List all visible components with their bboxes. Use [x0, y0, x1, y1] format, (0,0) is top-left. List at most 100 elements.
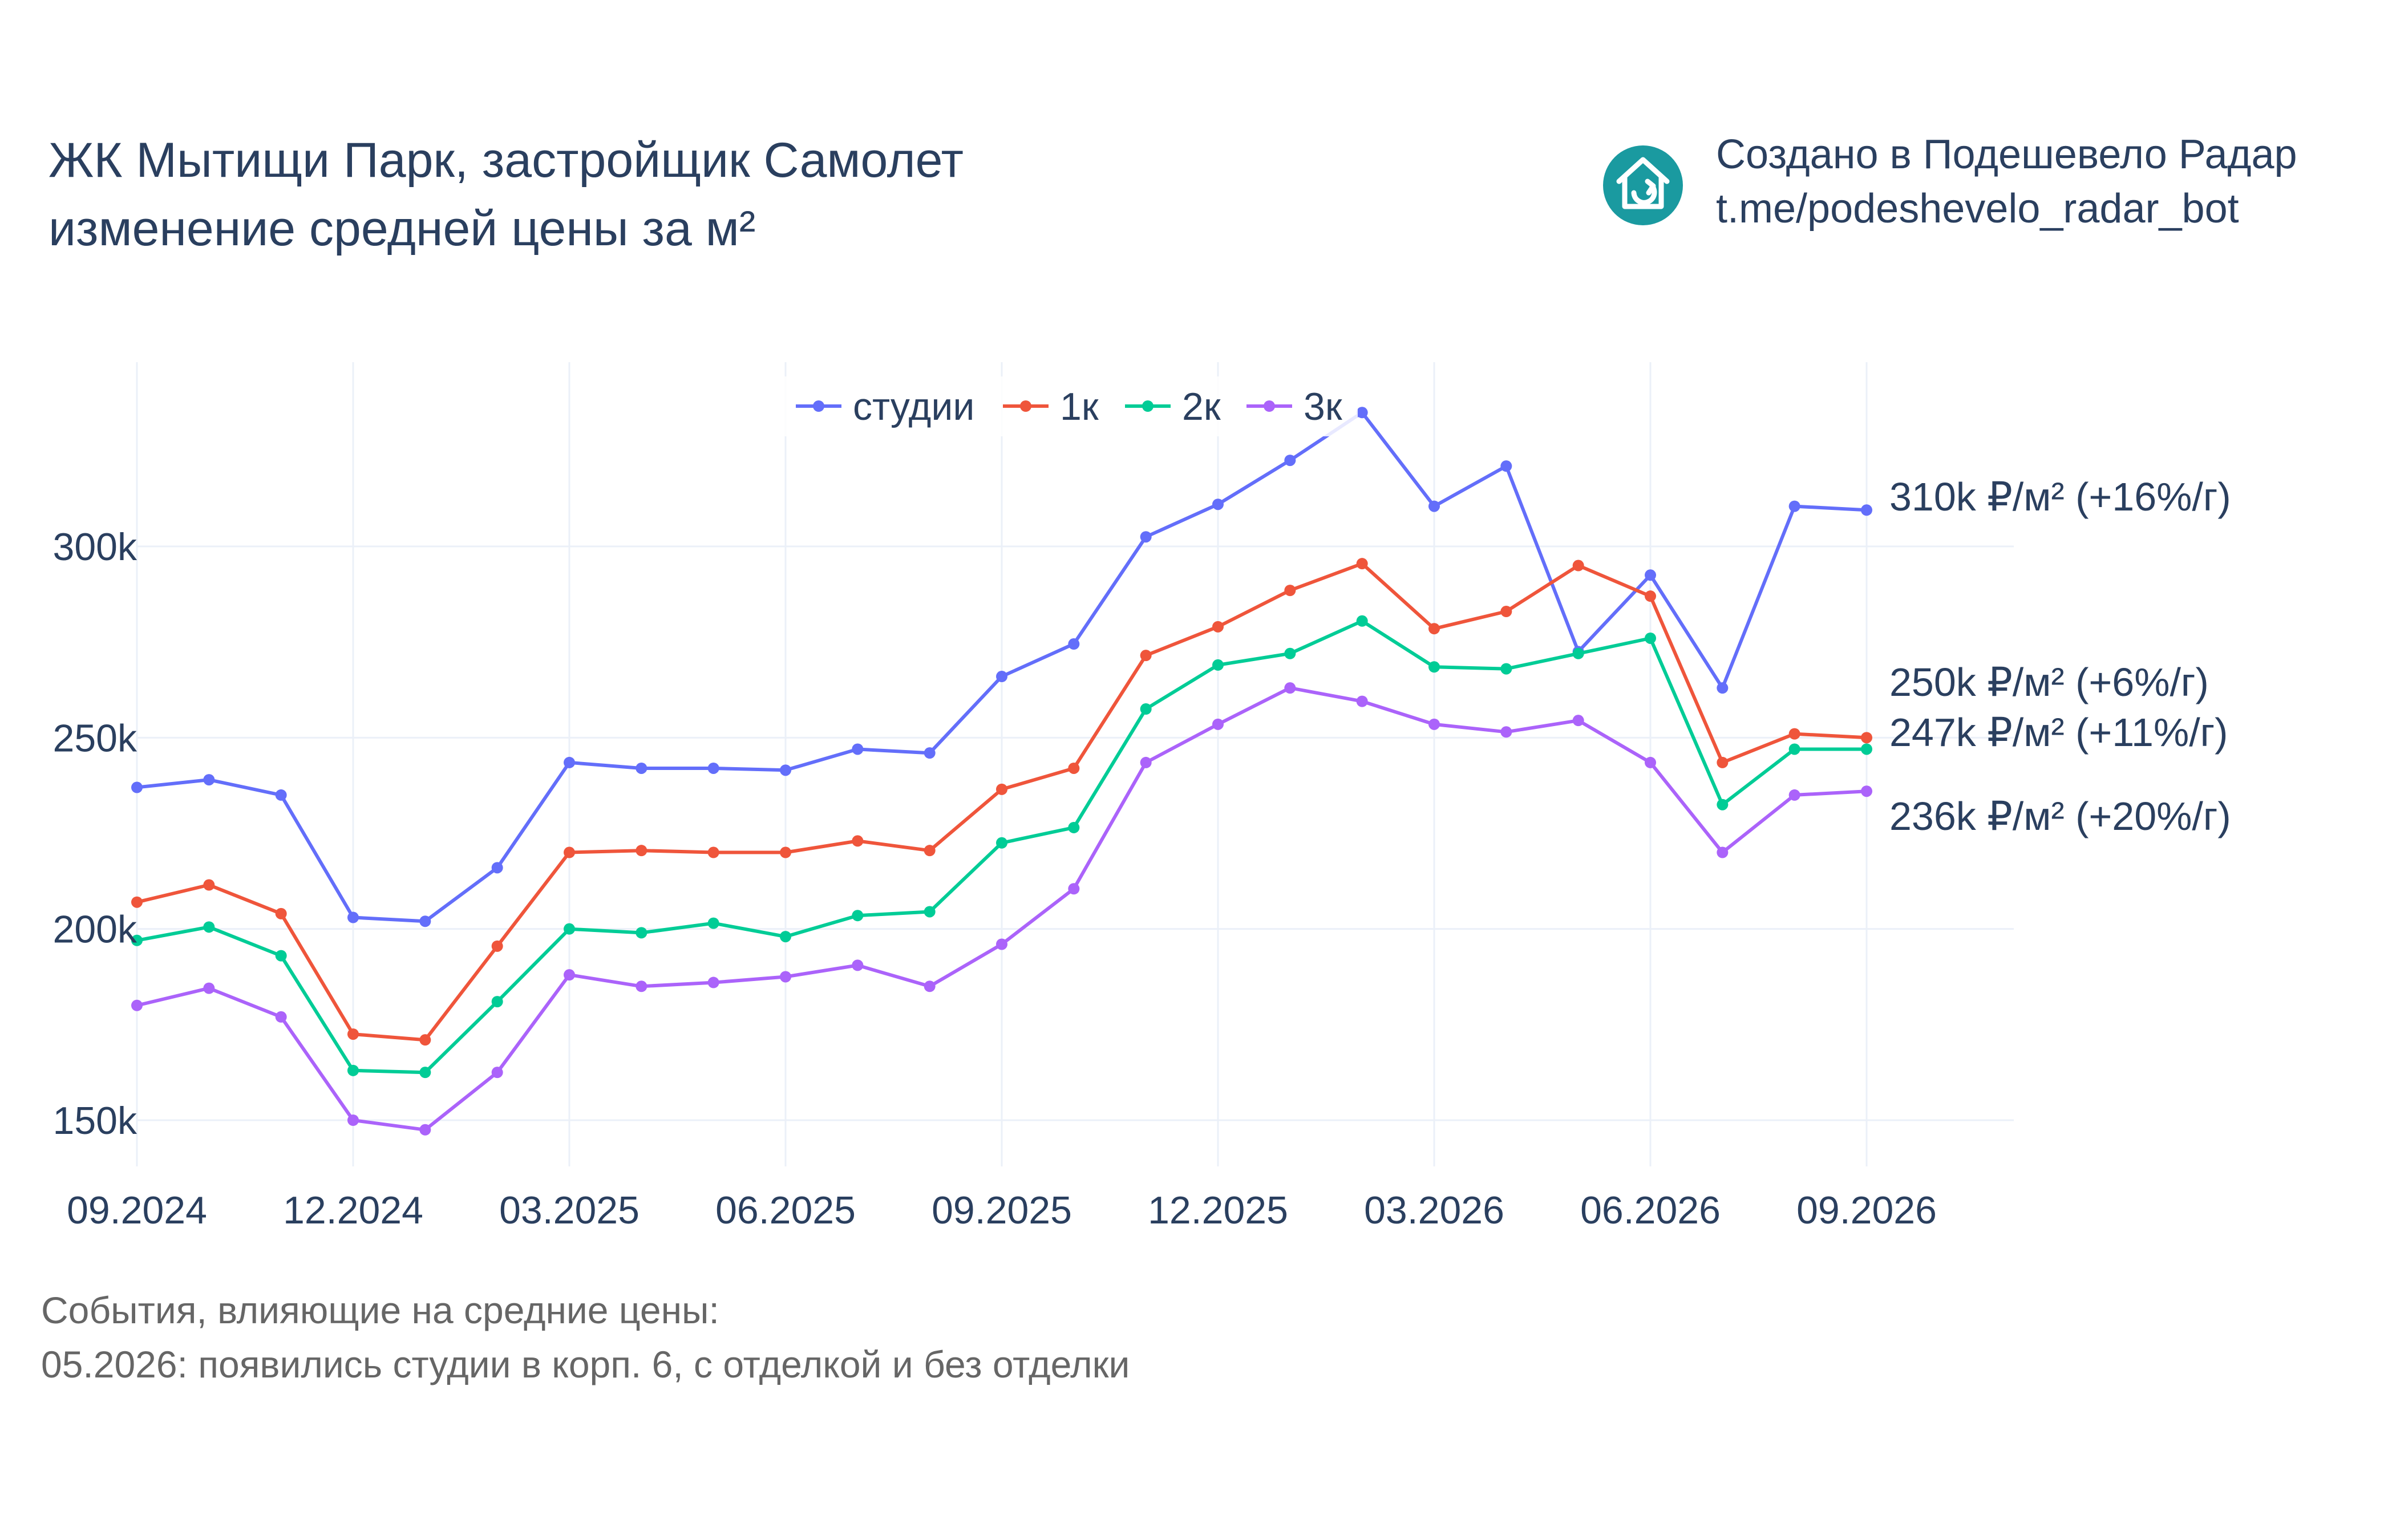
data-point — [203, 982, 215, 994]
legend-marker — [1142, 400, 1154, 412]
end-label: 247k ₽/м² (+11%/г) — [1889, 710, 2228, 755]
data-point — [1284, 682, 1296, 694]
x-tick-label: 09.2024 — [67, 1189, 207, 1232]
data-point — [564, 846, 575, 858]
legend-item-1к[interactable]: 1к — [1003, 385, 1099, 428]
end-label: 250k ₽/м² (+6%/г) — [1889, 660, 2209, 704]
data-point — [852, 910, 864, 922]
data-point — [924, 980, 936, 992]
data-point — [1861, 785, 1872, 797]
data-point — [1572, 560, 1584, 572]
data-point — [996, 938, 1007, 950]
data-point — [996, 671, 1007, 683]
data-point — [1428, 661, 1440, 673]
data-point — [780, 846, 791, 858]
data-point — [1645, 569, 1656, 581]
data-point — [1572, 715, 1584, 727]
legend[interactable]: студии 1к 2к 3к — [782, 376, 1358, 436]
data-point — [1500, 663, 1512, 675]
data-point — [1717, 682, 1729, 694]
data-point — [852, 835, 864, 847]
data-point — [1645, 590, 1656, 602]
data-point — [419, 1124, 431, 1136]
credit-logo[interactable] — [1603, 145, 1683, 225]
data-point — [347, 1028, 359, 1040]
data-point — [1140, 531, 1152, 543]
data-point — [131, 896, 143, 908]
house-arrow-icon — [1616, 157, 1670, 209]
data-point — [1717, 799, 1729, 810]
y-gridlines — [137, 545, 2014, 1121]
legend-label: 1к — [1060, 385, 1099, 428]
x-tick-label: 06.2025 — [715, 1189, 856, 1232]
y-tick-label: 250k — [53, 716, 137, 760]
data-point — [1645, 632, 1656, 644]
data-point — [419, 915, 431, 927]
legend-marker — [1020, 400, 1031, 412]
data-point — [347, 1115, 359, 1126]
data-point — [1068, 762, 1080, 774]
data-point — [1788, 500, 1800, 512]
data-point — [1428, 500, 1440, 512]
data-point — [1788, 728, 1800, 740]
data-point — [1500, 726, 1512, 738]
data-point — [1356, 695, 1368, 707]
data-point — [1861, 732, 1872, 744]
data-point — [1140, 650, 1152, 662]
data-point — [419, 1067, 431, 1079]
series-2к — [131, 615, 1872, 1079]
legend-item-3к[interactable]: 3к — [1246, 385, 1343, 428]
data-point — [564, 756, 575, 768]
data-point — [1284, 647, 1296, 659]
data-point — [636, 980, 647, 992]
legend-marker — [1264, 400, 1275, 412]
end-label: 236k ₽/м² (+20%/г) — [1889, 794, 2231, 838]
x-tick-label: 09.2025 — [932, 1189, 1072, 1232]
data-point — [1356, 407, 1368, 419]
data-point — [1068, 883, 1080, 895]
data-point — [275, 907, 287, 919]
credit-line1: Создано в Подешевело Радар — [1716, 132, 2297, 177]
x-tick-label: 09.2026 — [1796, 1189, 1937, 1232]
data-point — [564, 923, 575, 935]
data-point — [347, 1064, 359, 1076]
data-point — [1645, 756, 1656, 768]
data-point — [131, 934, 143, 946]
end-labels: 310k ₽/м² (+16%/г) 250k ₽/м² (+6%/г) 247k … — [1889, 475, 2231, 838]
data-point — [491, 1067, 503, 1079]
data-point — [491, 940, 503, 952]
x-tick-label: 03.2025 — [499, 1189, 640, 1232]
data-point — [1717, 846, 1729, 858]
legend-label: студии — [853, 385, 974, 428]
credit-link[interactable]: t.me/podeshevelo_radar_bot — [1716, 186, 2239, 232]
data-point — [1861, 743, 1872, 755]
data-point — [996, 783, 1007, 795]
end-label: 310k ₽/м² (+16%/г) — [1889, 475, 2231, 519]
series-layer — [131, 407, 1872, 1136]
data-point — [852, 743, 864, 755]
data-point — [707, 846, 719, 858]
data-point — [1212, 718, 1224, 730]
data-point — [707, 762, 719, 774]
data-point — [131, 781, 143, 793]
chart-title-line2: изменение средней цены за м² — [48, 201, 755, 256]
x-tick-label: 12.2025 — [1148, 1189, 1288, 1232]
x-tick-label: 12.2024 — [283, 1189, 423, 1232]
data-point — [1356, 558, 1368, 570]
series-3к — [131, 682, 1872, 1136]
legend-item-студии[interactable]: студии — [796, 385, 974, 428]
y-axis-ticks: 150k 200k 250k 300k — [53, 525, 137, 1142]
data-point — [1788, 743, 1800, 755]
data-point — [1284, 585, 1296, 597]
data-point — [1500, 460, 1512, 472]
y-tick-label: 300k — [53, 525, 137, 569]
data-point — [203, 774, 215, 786]
data-point — [275, 789, 287, 801]
legend-item-2к[interactable]: 2к — [1125, 385, 1221, 428]
data-point — [1428, 718, 1440, 730]
data-point — [1356, 615, 1368, 627]
data-point — [707, 917, 719, 929]
data-point — [924, 747, 936, 759]
data-point — [636, 762, 647, 774]
data-point — [1212, 499, 1224, 510]
